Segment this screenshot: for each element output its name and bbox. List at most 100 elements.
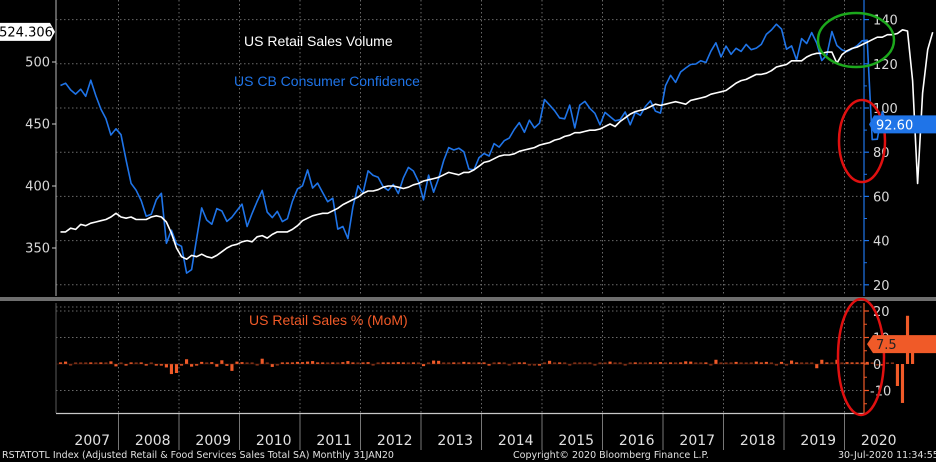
mom-bar [547,360,552,364]
retail-sales-mom-label: US Retail Sales % (MoM) [249,312,408,328]
mom-bar [69,364,73,366]
mom-bar [190,364,194,367]
mom-bar [205,362,209,364]
mom-bar [900,364,905,403]
mom-bar [694,362,698,364]
mom-bar [663,362,668,364]
year-label: 2014 [498,433,534,449]
gridlines [56,0,864,450]
mom-bar [795,362,799,364]
mom-bar [482,362,486,364]
mom-bar [532,364,537,366]
mom-bar [608,361,612,364]
mom-bar [316,362,320,364]
mom-bar [139,362,143,364]
mom-bar [739,362,743,364]
right-tick-label: 20 [873,279,890,294]
bottom-last-value-text: 7.5 [876,338,897,353]
mom-bar [452,362,456,364]
left-tick-label: 450 [25,118,50,133]
mom-bar [169,364,174,375]
right-tick-label: 40 [873,235,890,250]
red-highlight-ellipse-bottom [836,297,886,417]
mom-bar [855,362,859,364]
mom-bar [411,362,416,364]
mom-bar [578,362,582,364]
mom-bar [426,362,431,364]
mom-bar [769,362,773,364]
mom-bar [870,362,874,364]
mom-bar [442,362,446,364]
mom-bar [346,361,350,364]
mom-bar [805,362,809,364]
mom-bar [437,360,441,364]
mom-bar [361,362,365,364]
mom-bar [114,364,118,367]
mom-bar [129,362,133,364]
mom-bar [215,364,219,367]
mom-bar [265,362,269,364]
mom-bar [321,362,325,364]
mom-bar [260,358,264,364]
mom-bar [784,364,789,366]
mom-bars [56,315,915,403]
mom-bar [63,361,68,364]
left-last-value-tag [0,22,55,41]
last-value-tags: 524.306 92.60 7.5 [0,22,936,354]
mom-bar [270,364,274,367]
mom-bar [184,359,189,364]
mom-bar [462,361,466,364]
left-last-value-text: 524.306 [0,25,53,40]
mom-bar [830,362,834,364]
mom-bar [250,362,254,364]
mom-bar [94,362,98,364]
mom-bar [537,364,542,366]
bottom-last-value-tag [867,335,936,354]
mom-bar [759,362,763,364]
mom-bar [638,362,642,364]
consumer-confidence-series-label: US CB Consumer Confidence [234,73,420,89]
mom-bar [104,362,108,364]
mom-bar [734,361,738,364]
mom-bar [119,362,123,364]
mom-bar [653,362,658,364]
mom-bar [553,362,557,364]
mom-bar [709,364,713,366]
mom-bar [406,362,410,364]
mom-bar [593,364,597,366]
mom-bar [764,361,768,364]
mom-bar [865,361,869,364]
mom-bar [724,362,728,364]
left-tick-label: 500 [25,56,50,71]
mom-bar [679,362,683,364]
mom-bar [144,364,148,366]
mom-bar [719,362,723,364]
mom-bar [492,362,496,364]
mom-bar [336,362,340,364]
mom-bar [840,362,844,364]
mom-bar [699,362,703,364]
mom-bar [240,362,244,364]
footer-ticker-description: RSTATOTL Index (Adjusted Retail & Food S… [2,450,394,461]
mom-bar [714,359,718,364]
mom-bar [749,362,753,364]
mom-bar [381,362,385,364]
year-label: 2020 [861,433,897,449]
mom-bar [295,361,300,364]
mom-bar [154,364,158,366]
mom-bar [79,362,83,364]
footer-timestamp: 30-Jul-2020 11:34:55 [838,450,936,461]
mom-bar [447,362,451,364]
mom-bar [895,364,900,386]
mom-bar [331,362,335,364]
mom-bar [341,362,345,364]
mom-bar [467,362,471,364]
axes: 35040045050020406080100120140-1001020200… [0,0,936,449]
mom-bar [674,362,678,364]
mom-bar [179,364,184,366]
mom-bar [255,364,259,366]
mom-bar [880,364,884,366]
series-lines [60,23,934,274]
mom-bar [124,364,128,366]
